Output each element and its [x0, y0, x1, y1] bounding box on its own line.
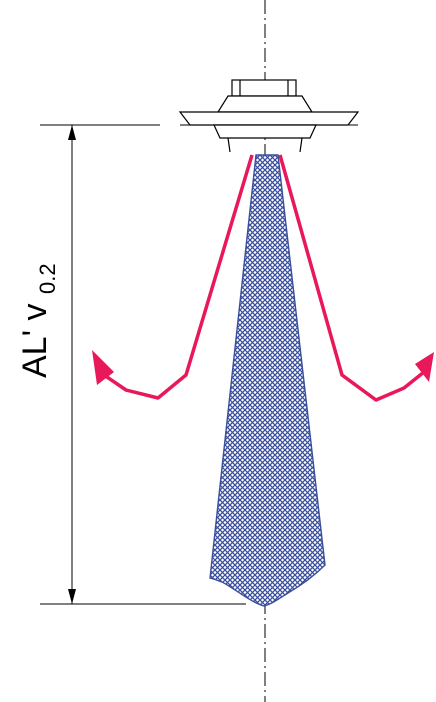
dimension-label: AL' v 0.2 [16, 263, 60, 378]
air-jet-cone [209, 154, 326, 607]
dimension-label-main: AL' v [16, 303, 54, 378]
curved-arrow-icon-left [92, 154, 254, 400]
dimension-label-subscript: 0.2 [35, 263, 60, 294]
ceiling-diffuser-icon [178, 79, 360, 153]
curved-arrow-icon-right [278, 154, 434, 402]
dimension-line [40, 125, 246, 605]
